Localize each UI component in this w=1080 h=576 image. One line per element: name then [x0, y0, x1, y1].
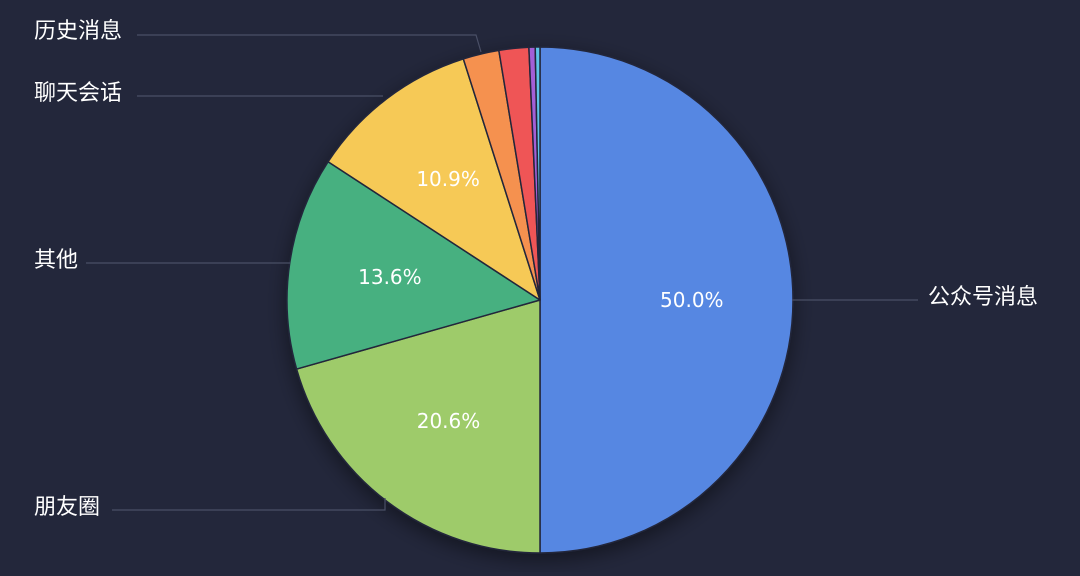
slice-value-label: 10.9% — [416, 167, 480, 191]
slice-category-label: 朋友圈 — [34, 495, 100, 520]
leader-lines — [86, 34, 918, 511]
pie-slice[interactable] — [286, 161, 541, 370]
leader-line — [112, 498, 386, 511]
slice-value-label: 20.6% — [417, 409, 481, 433]
pie-slice[interactable] — [534, 46, 541, 301]
leader-line — [137, 34, 482, 53]
slice-value-label: 13.6% — [358, 265, 422, 289]
pie-slices — [286, 46, 794, 554]
slice-value-label: 50.0% — [660, 288, 724, 312]
slice-category-label: 历史消息 — [34, 19, 122, 44]
slice-category-label: 聊天会话 — [34, 81, 122, 106]
pie-slice[interactable] — [295, 299, 541, 554]
slice-category-label: 公众号消息 — [928, 285, 1038, 310]
pie-slice[interactable] — [327, 58, 541, 301]
slice-category-label: 其他 — [34, 248, 78, 273]
data-labels: 50.0% 公众号消息 20.6% 朋友圈 13.6% 其他 10.9% 聊天会话 历史消息 — [34, 19, 1038, 520]
